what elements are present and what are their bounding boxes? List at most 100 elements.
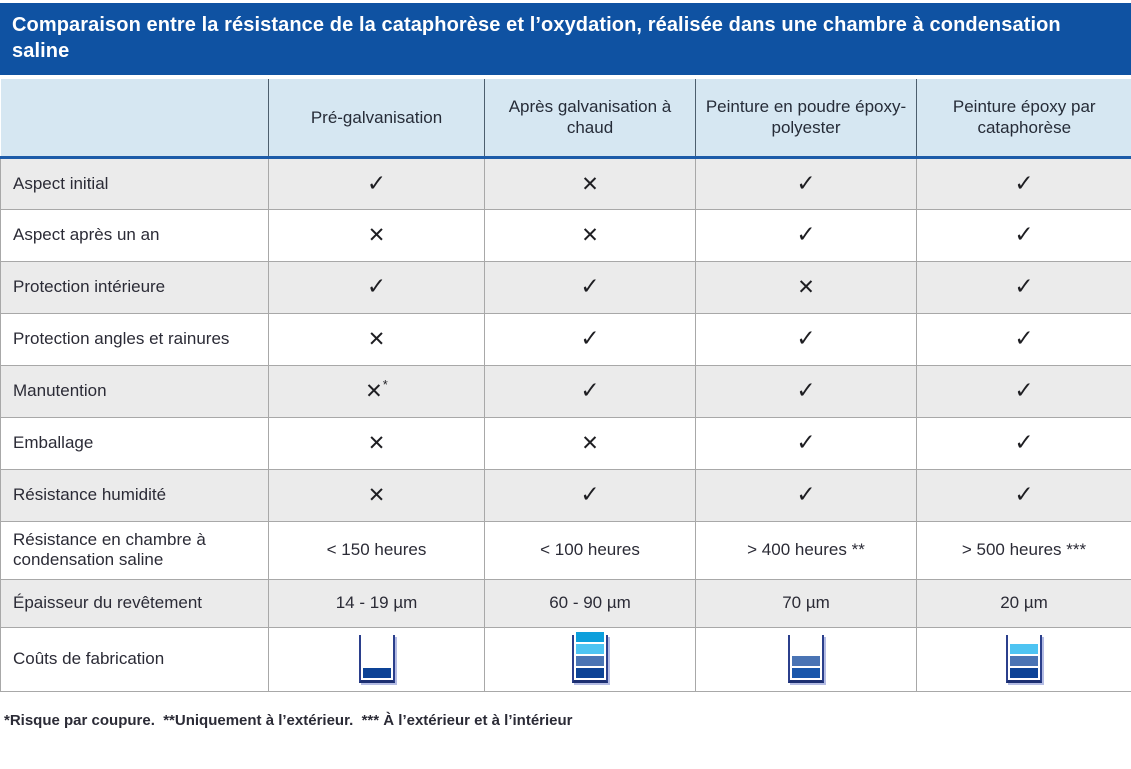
row-label: Épaisseur du revêtement [0,578,269,628]
check-icon: ✓ [1014,274,1034,300]
check-icon: ✓ [580,482,600,508]
table-row: Protection angles et rainures ✕ ✓ ✓ ✓ [0,312,1131,366]
check-icon: ✓ [1014,430,1034,456]
cross-icon: ✕ [367,223,386,247]
table-row: Manutention ✕* ✓ ✓ ✓ [0,364,1131,418]
table-row: Protection intérieure ✓ ✓ ✕ ✓ [0,260,1131,314]
table-title-bar: Comparaison entre la résistance de la ca… [0,3,1131,75]
check-icon: ✓ [1014,170,1034,197]
cost-beaker-icon [1006,635,1042,683]
check-icon: ✓ [366,274,387,300]
row-label: Protection intérieure [0,260,269,314]
cost-level-band [1010,644,1038,654]
check-icon: ✓ [484,260,696,314]
footnote-marker: * [382,377,388,393]
cost-beaker-icon [788,635,824,683]
row-label: Manutention [0,364,269,418]
check-icon: ✓ [580,274,600,300]
value-cell: 70 µm [695,578,917,628]
check-icon: ✓ [580,378,600,404]
cross-icon: ✕ [367,431,386,455]
cost-cell [695,626,917,692]
comparison-table: Pré-galvanisation Après galvanisation à c… [0,79,1131,692]
value-cell: > 400 heures ** [695,520,917,580]
cross-icon: ✕ [484,157,696,210]
check-icon: ✓ [916,468,1131,522]
cross-icon: ✕ [484,416,696,470]
row-label: Protection angles et rainures [0,312,269,366]
check-icon: ✓ [916,157,1131,210]
check-icon: ✓ [695,312,917,366]
check-icon: ✓ [268,157,485,210]
cross-icon: ✕ [581,223,599,247]
check-icon: ✓ [796,482,816,508]
cross-icon: ✕ [367,327,386,351]
column-header: Peinture en poudre époxy-polyester [695,79,917,159]
cross-icon: ✕ [268,416,485,470]
table-row: Coûts de fabrication [0,626,1131,692]
check-icon: ✓ [695,208,917,262]
check-icon: ✓ [695,416,917,470]
page-title: Comparaison entre la résistance de la ca… [12,14,1061,62]
cross-icon: ✕ [365,379,383,403]
check-icon: ✓ [484,468,696,522]
cost-level-band [1010,668,1038,678]
value-cell: 60 - 90 µm [484,578,696,628]
cost-level-band [362,668,391,678]
column-header: Peinture époxy par cataphorèse [916,79,1131,159]
cross-icon: ✕ [484,208,696,262]
row-label: Coûts de fabrication [0,626,269,692]
cost-cell [268,626,485,692]
table-row: Aspect initial ✓ ✕ ✓ ✓ [0,157,1131,210]
check-icon: ✓ [484,312,696,366]
footnotes: *Risque par coupure. **Uniquement à l’ex… [4,711,573,729]
check-icon: ✓ [796,430,816,456]
check-icon: ✓ [916,260,1131,314]
value-cell: 14 - 19 µm [268,578,485,628]
check-icon: ✓ [366,170,387,197]
corner-cell [0,79,269,159]
row-label: Aspect après un an [0,208,269,262]
cross-icon: ✕ [695,260,917,314]
check-icon: ✓ [580,326,600,352]
check-icon: ✓ [916,416,1131,470]
value-cell: < 150 heures [268,520,485,580]
table-row: Emballage ✕ ✕ ✓ ✓ [0,416,1131,470]
table-row: Résistance humidité ✕ ✓ ✓ ✓ [0,468,1131,522]
cross-icon: ✕* [268,364,485,418]
cost-level-band [576,656,604,666]
check-icon: ✓ [796,170,816,197]
value-cell: 20 µm [916,578,1131,628]
value-cell: < 100 heures [484,520,696,580]
check-icon: ✓ [695,157,917,210]
cross-icon: ✕ [367,483,386,507]
cost-beaker-icon [572,632,608,683]
check-icon: ✓ [916,208,1131,262]
cost-level-band [576,668,604,678]
cross-icon: ✕ [581,171,599,196]
check-icon: ✓ [796,326,816,352]
cost-level-band [792,668,820,678]
cost-level-band [576,632,604,642]
check-icon: ✓ [695,364,917,418]
cross-icon: ✕ [268,468,485,522]
cost-level-band [1010,656,1038,666]
check-icon: ✓ [484,364,696,418]
header-row: Pré-galvanisation Après galvanisation à c… [0,79,1131,159]
column-header: Après galvanisation à chaud [484,79,696,159]
row-label: Résistance en chambre à condensation sal… [0,520,269,580]
cross-icon: ✕ [268,208,485,262]
check-icon: ✓ [1014,378,1034,404]
cross-icon: ✕ [797,275,815,299]
check-icon: ✓ [796,378,816,404]
check-icon: ✓ [796,222,816,248]
table-row: Aspect après un an ✕ ✕ ✓ ✓ [0,208,1131,262]
check-icon: ✓ [268,260,485,314]
check-icon: ✓ [916,364,1131,418]
row-label: Aspect initial [0,157,269,210]
column-header: Pré-galvanisation [268,79,485,159]
cost-level-band [792,656,820,666]
check-icon: ✓ [695,468,917,522]
cross-icon: ✕ [581,431,599,455]
page: Comparaison entre la résistance de la ca… [0,3,1131,729]
